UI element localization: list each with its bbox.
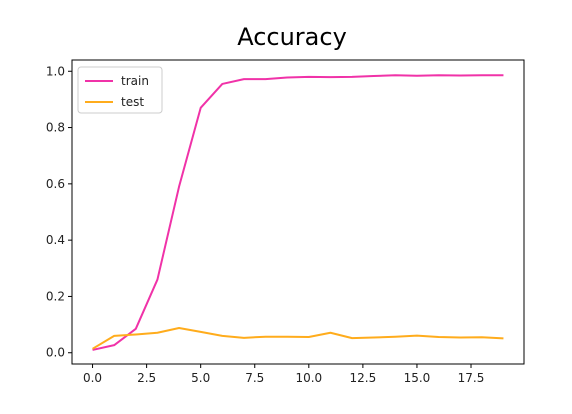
- series-line-train: [92, 74, 504, 351]
- y-tick-label: 0.8: [46, 121, 65, 135]
- x-tick-label: 12.5: [350, 371, 377, 385]
- axis-ticks: 0.0 2.5 5.0 7.5 10.0 12.5 15.0 17.5 0.0 0.2 0.4 0.6…: [46, 64, 484, 385]
- series-line-test: [92, 326, 504, 350]
- plot-frame: [71, 59, 525, 365]
- y-tick-label: 0.6: [46, 177, 65, 191]
- legend-label-train: train: [121, 74, 149, 88]
- y-tick-label: 1.0: [46, 64, 65, 78]
- x-tick-label: 0.0: [83, 371, 102, 385]
- x-tick-label: 2.5: [137, 371, 156, 385]
- x-tick-label: 7.5: [245, 371, 264, 385]
- x-tick-label: 15.0: [404, 371, 431, 385]
- chart-title: Accuracy: [237, 23, 347, 51]
- legend: train test: [77, 66, 163, 114]
- y-tick-label: 0.2: [46, 289, 65, 303]
- legend-box: [77, 66, 163, 114]
- y-tick-label: 0.4: [46, 233, 65, 247]
- x-tick-label: 10.0: [295, 371, 322, 385]
- legend-label-test: test: [121, 95, 144, 109]
- x-tick-label: 17.5: [458, 371, 485, 385]
- x-tick-label: 5.0: [191, 371, 210, 385]
- series-lines: [92, 74, 504, 351]
- y-tick-label: 0.0: [46, 346, 65, 360]
